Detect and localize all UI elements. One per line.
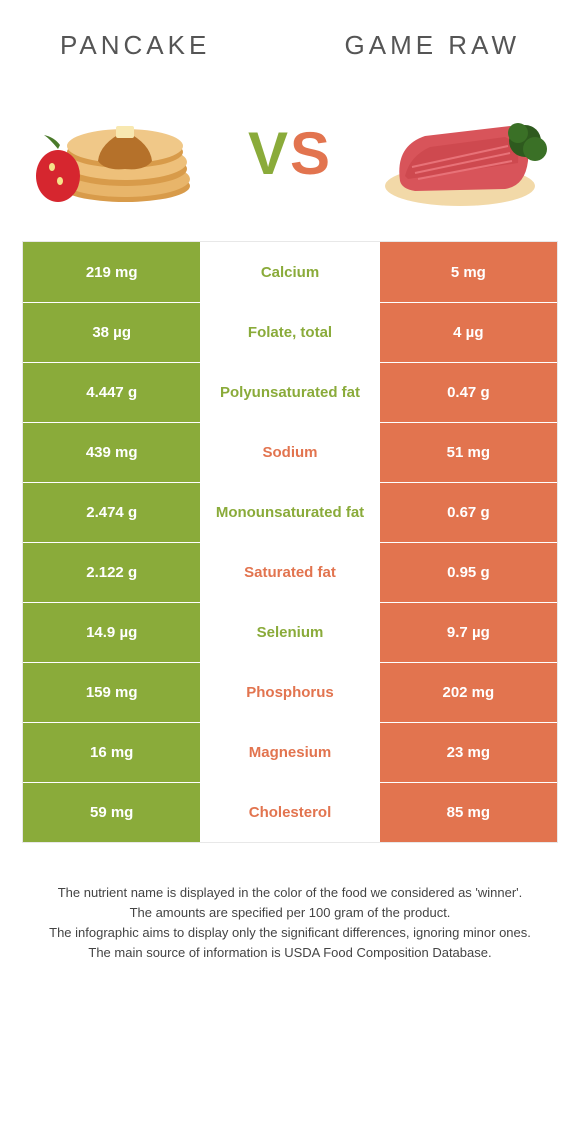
- table-row: 2.122 gSaturated fat0.95 g: [23, 542, 557, 602]
- pancake-image: [30, 91, 210, 216]
- cell-right-value: 4 µg: [380, 303, 557, 362]
- cell-left-value: 219 mg: [23, 242, 200, 302]
- cell-right-value: 85 mg: [380, 783, 557, 842]
- footer-line: The nutrient name is displayed in the co…: [38, 883, 542, 903]
- footer-notes: The nutrient name is displayed in the co…: [0, 843, 580, 964]
- cell-nutrient-label: Calcium: [200, 242, 379, 302]
- table-row: 38 µgFolate, total4 µg: [23, 302, 557, 362]
- table-row: 4.447 gPolyunsaturated fat0.47 g: [23, 362, 557, 422]
- table-row: 219 mgCalcium5 mg: [23, 242, 557, 302]
- cell-right-value: 51 mg: [380, 423, 557, 482]
- table-row: 14.9 µgSelenium9.7 µg: [23, 602, 557, 662]
- table-row: 59 mgCholesterol85 mg: [23, 782, 557, 842]
- table-row: 159 mgPhosphorus202 mg: [23, 662, 557, 722]
- cell-right-value: 23 mg: [380, 723, 557, 782]
- cell-left-value: 439 mg: [23, 423, 200, 482]
- comparison-images: VS: [0, 81, 580, 241]
- cell-right-value: 202 mg: [380, 663, 557, 722]
- nutrient-table: 219 mgCalcium5 mg38 µgFolate, total4 µg4…: [22, 241, 558, 843]
- cell-nutrient-label: Saturated fat: [200, 543, 379, 602]
- cell-right-value: 0.67 g: [380, 483, 557, 542]
- cell-left-value: 59 mg: [23, 783, 200, 842]
- cell-left-value: 16 mg: [23, 723, 200, 782]
- cell-nutrient-label: Phosphorus: [200, 663, 379, 722]
- table-row: 439 mgSodium51 mg: [23, 422, 557, 482]
- footer-line: The infographic aims to display only the…: [38, 923, 542, 943]
- cell-nutrient-label: Sodium: [200, 423, 379, 482]
- table-row: 2.474 gMonounsaturated fat0.67 g: [23, 482, 557, 542]
- title-left: PANCAKE: [60, 30, 210, 61]
- cell-nutrient-label: Cholesterol: [200, 783, 379, 842]
- cell-left-value: 2.474 g: [23, 483, 200, 542]
- cell-right-value: 5 mg: [380, 242, 557, 302]
- cell-nutrient-label: Folate, total: [200, 303, 379, 362]
- cell-nutrient-label: Magnesium: [200, 723, 379, 782]
- cell-left-value: 4.447 g: [23, 363, 200, 422]
- cell-right-value: 0.47 g: [380, 363, 557, 422]
- meat-image: [370, 91, 550, 216]
- cell-right-value: 9.7 µg: [380, 603, 557, 662]
- footer-line: The main source of information is USDA F…: [38, 943, 542, 963]
- title-right: GAME RAW: [345, 30, 520, 61]
- table-row: 16 mgMagnesium23 mg: [23, 722, 557, 782]
- cell-left-value: 2.122 g: [23, 543, 200, 602]
- cell-nutrient-label: Monounsaturated fat: [200, 483, 379, 542]
- cell-left-value: 14.9 µg: [23, 603, 200, 662]
- cell-nutrient-label: Polyunsaturated fat: [200, 363, 379, 422]
- cell-left-value: 38 µg: [23, 303, 200, 362]
- cell-nutrient-label: Selenium: [200, 603, 379, 662]
- footer-line: The amounts are specified per 100 gram o…: [38, 903, 542, 923]
- cell-right-value: 0.95 g: [380, 543, 557, 602]
- header: PANCAKE GAME RAW: [0, 0, 580, 81]
- cell-left-value: 159 mg: [23, 663, 200, 722]
- vs-label: VS: [248, 119, 332, 188]
